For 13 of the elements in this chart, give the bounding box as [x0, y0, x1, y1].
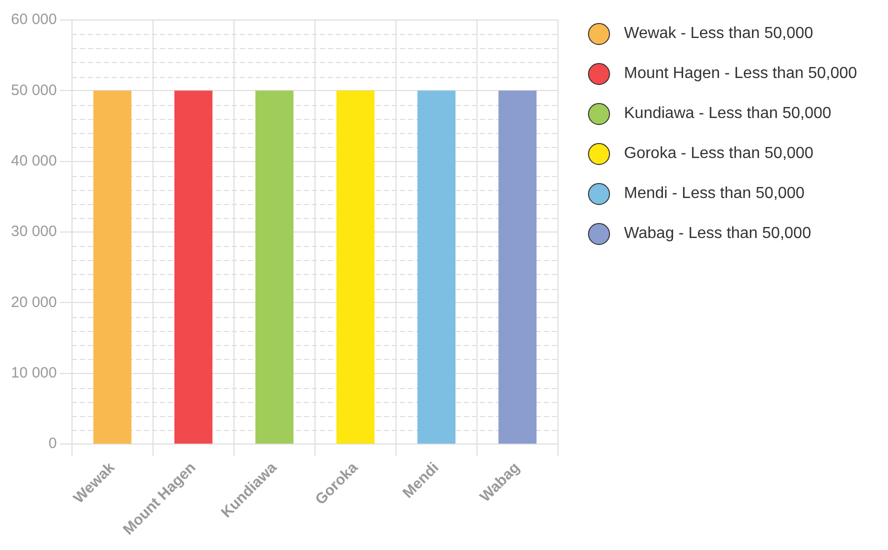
- y-tick-label: 60 000: [10, 11, 57, 28]
- y-tick-label: 40 000: [10, 152, 57, 170]
- legend-label: Mount Hagen - Less than 50,000: [624, 65, 858, 83]
- y-tick-label: 20 000: [10, 294, 57, 311]
- legend-label: Mendi - Less than 50,000: [624, 185, 805, 203]
- y-tick-label: 10 000: [10, 364, 57, 382]
- legend-label: Kundiawa - Less than 50,000: [624, 105, 832, 123]
- legend-label: Wewak - Less than 50,000: [624, 25, 814, 43]
- y-tick-label: 0: [48, 435, 57, 452]
- legend-label: Goroka - Less than 50,000: [624, 145, 814, 163]
- y-tick-label: 30 000: [10, 223, 57, 240]
- y-tick-label: 50 000: [10, 82, 57, 99]
- legend-label: Wabag - Less than 50,000: [624, 225, 812, 243]
